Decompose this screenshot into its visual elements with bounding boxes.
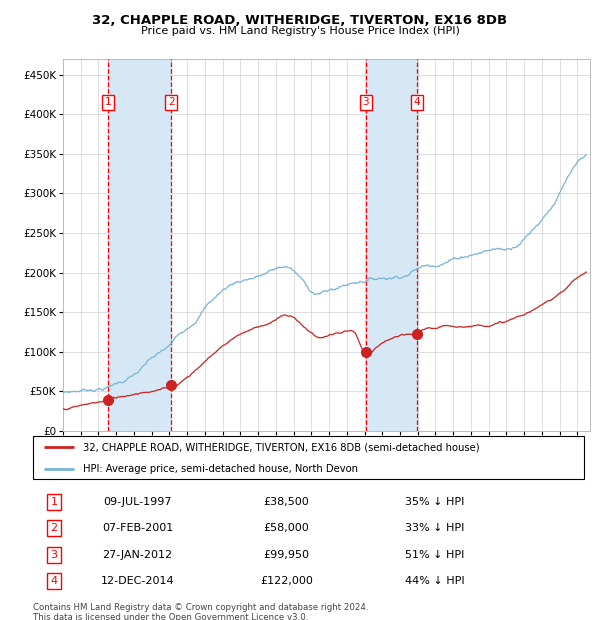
Text: HPI: Average price, semi-detached house, North Devon: HPI: Average price, semi-detached house,… <box>83 464 358 474</box>
Text: 2: 2 <box>50 523 58 533</box>
Text: 32, CHAPPLE ROAD, WITHERIDGE, TIVERTON, EX16 8DB: 32, CHAPPLE ROAD, WITHERIDGE, TIVERTON, … <box>92 14 508 27</box>
Text: £58,000: £58,000 <box>263 523 309 533</box>
Text: £38,500: £38,500 <box>263 497 309 507</box>
Text: 1: 1 <box>50 497 58 507</box>
Text: Price paid vs. HM Land Registry's House Price Index (HPI): Price paid vs. HM Land Registry's House … <box>140 26 460 36</box>
FancyBboxPatch shape <box>33 436 584 479</box>
Text: 4: 4 <box>50 576 58 586</box>
Text: 35% ↓ HPI: 35% ↓ HPI <box>406 497 465 507</box>
Text: 44% ↓ HPI: 44% ↓ HPI <box>405 576 465 586</box>
Text: 07-FEB-2001: 07-FEB-2001 <box>102 523 173 533</box>
Text: 32, CHAPPLE ROAD, WITHERIDGE, TIVERTON, EX16 8DB (semi-detached house): 32, CHAPPLE ROAD, WITHERIDGE, TIVERTON, … <box>83 442 479 452</box>
Text: 4: 4 <box>413 97 420 107</box>
Text: 09-JUL-1997: 09-JUL-1997 <box>103 497 172 507</box>
Text: 3: 3 <box>50 550 58 560</box>
Text: £99,950: £99,950 <box>263 550 310 560</box>
Text: 27-JAN-2012: 27-JAN-2012 <box>103 550 173 560</box>
Bar <box>107 59 171 431</box>
Text: 12-DEC-2014: 12-DEC-2014 <box>101 576 175 586</box>
Text: 33% ↓ HPI: 33% ↓ HPI <box>406 523 465 533</box>
Text: 3: 3 <box>362 97 369 107</box>
Text: 51% ↓ HPI: 51% ↓ HPI <box>406 550 465 560</box>
Bar <box>366 59 417 431</box>
Text: 1: 1 <box>104 97 111 107</box>
Text: Contains HM Land Registry data © Crown copyright and database right 2024.
This d: Contains HM Land Registry data © Crown c… <box>33 603 368 620</box>
Text: £122,000: £122,000 <box>260 576 313 586</box>
Text: 2: 2 <box>168 97 175 107</box>
